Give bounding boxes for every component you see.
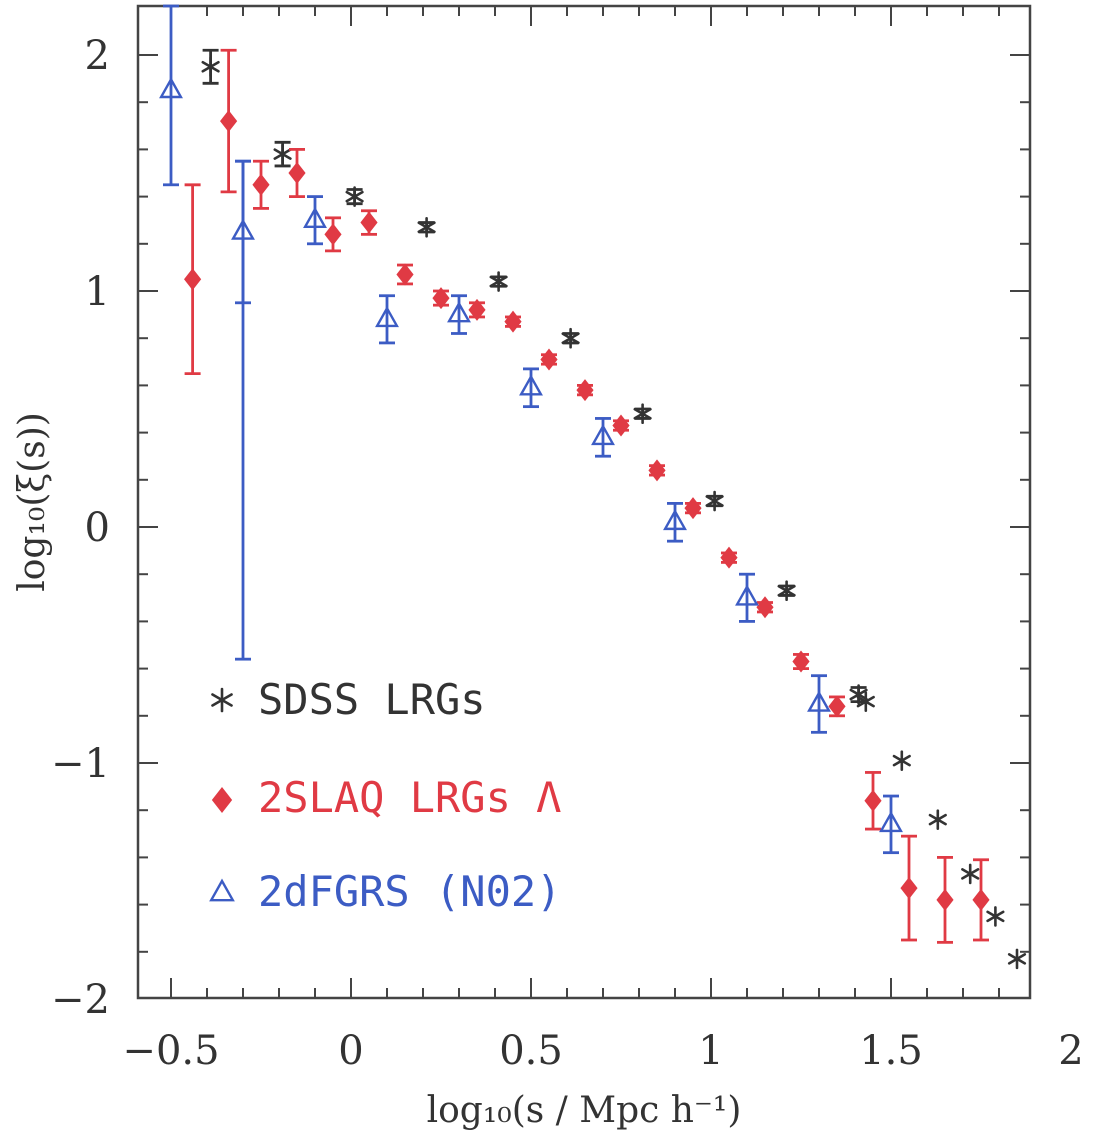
data-point [303,206,327,229]
error-bar [379,294,395,345]
x-tick-label: 0.5 [499,1028,563,1074]
y-tick-label: 1 [85,269,110,315]
y-tick-label: −2 [51,977,110,1023]
data-point [360,211,378,234]
x-tick-label: 1 [698,1028,723,1074]
error-bar [163,4,179,187]
data-point [986,906,1005,927]
data-point [504,310,522,333]
x-tick-label: 2 [1058,1028,1083,1074]
data-point [576,379,594,402]
error-bar [811,674,827,734]
data-point [252,173,270,196]
data-point [828,695,846,718]
data-point [792,650,810,673]
series-0 [201,48,1027,970]
data-point [540,348,558,371]
data-point [591,423,615,446]
error-bar [235,159,251,661]
data-point [345,186,364,207]
legend-markers [209,687,235,902]
data-point [777,580,796,602]
data-point [735,584,759,606]
data-point [864,789,882,812]
data-point [900,877,918,900]
error-bar [739,572,755,623]
legend-label-2dfgrs: 2dFGRS (N02) [258,867,561,916]
series-2 [159,4,903,855]
axis-ticks [138,6,1030,998]
data-point [612,414,630,437]
data-point [756,596,774,619]
legend-label-sdss: SDSS LRGs [258,675,486,724]
data-point [648,459,666,482]
x-tick-label: 1.5 [859,1028,923,1074]
x-axis-label: log₁₀(s / Mpc h⁻¹) [427,1090,742,1131]
data-point [447,301,471,323]
plot-frame [136,4,1032,1000]
data-point [201,56,220,78]
data-point [375,305,399,328]
data-point [220,110,238,133]
data-point [396,263,414,286]
data-point [432,287,450,310]
data-point [1007,948,1027,970]
legend: SDSS LRGs 2SLAQ LRGs Λ 2dFGRS (N02) [209,675,561,916]
legend-label-2slaq: 2SLAQ LRGs Λ [258,773,561,822]
data-point [928,809,947,830]
data-point [468,298,486,321]
x-tick-label: −0.5 [122,1028,219,1074]
data-point [720,546,738,569]
data-point [961,863,980,885]
y-tick-labels: 2 1 0 −1 −2 [51,33,110,1023]
legend-marker-sdss [211,687,233,713]
data-point [633,403,652,425]
error-bar [307,195,323,246]
x-tick-labels: −0.5 0 0.5 1 1.5 2 [122,1028,1083,1074]
data-point [684,497,702,520]
data-point [519,374,543,396]
data-point [856,691,875,712]
series-1 [184,48,990,944]
y-tick-label: 0 [85,505,110,551]
x-tick-label: 0 [338,1028,363,1074]
data-point [184,268,202,291]
data-point [879,810,903,833]
data-point [561,327,580,349]
y-tick-label: 2 [85,33,110,79]
legend-marker-2dfgrs [209,878,235,902]
data-point [936,888,954,911]
data-point [705,490,724,512]
legend-marker-2slaq [211,787,233,813]
data-point [892,750,911,771]
y-tick-label: −1 [51,741,110,787]
data-point [324,223,342,246]
series-layer [159,4,1027,970]
data-point [489,271,508,292]
data-point [972,888,990,911]
data-point [849,684,868,705]
data-point [288,162,306,184]
error-bar [883,794,899,855]
data-point [273,143,292,165]
data-point [663,508,687,531]
data-point [159,76,183,99]
y-axis-label: log₁₀(ξ(s)) [12,412,53,592]
data-point [417,216,436,238]
data-point [807,690,831,712]
